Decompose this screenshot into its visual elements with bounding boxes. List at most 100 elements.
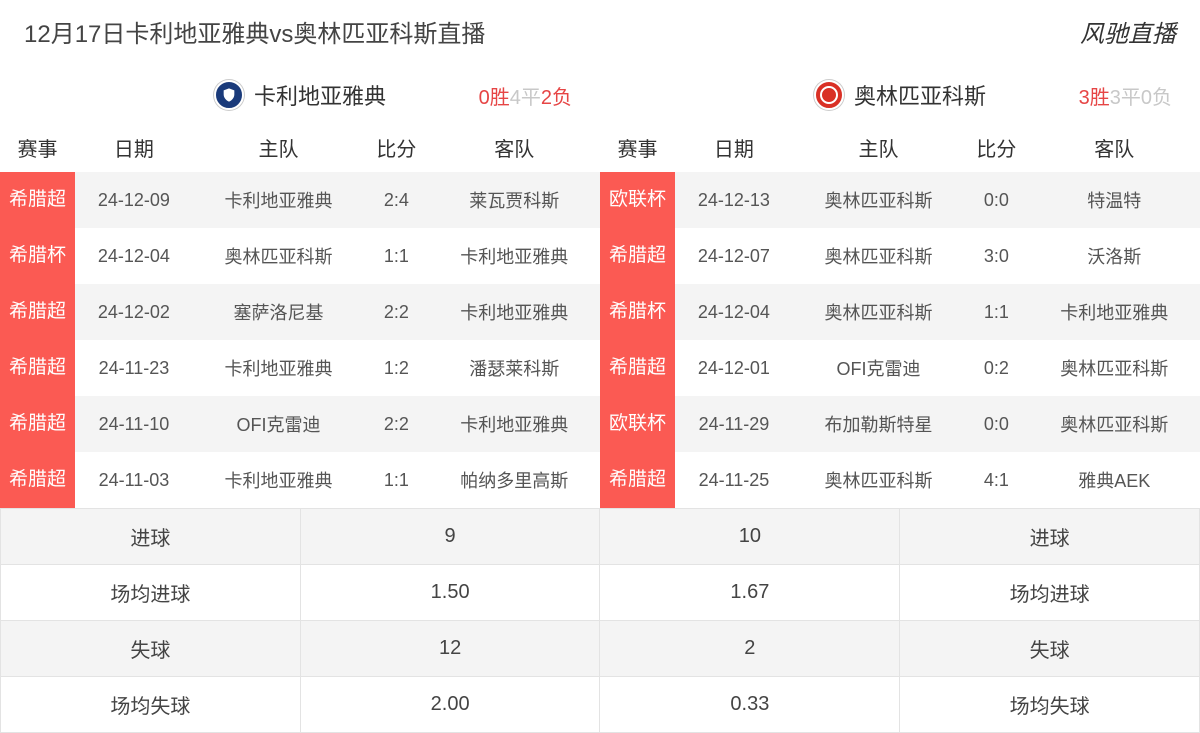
table-row: 希腊超24-12-07奥林匹亚科斯3:0沃洛斯: [600, 228, 1200, 284]
table-row: 希腊超24-11-23卡利地亚雅典1:2潘瑟莱科斯: [0, 340, 600, 396]
right-team-header: 奥林匹亚科斯 3胜 3平 0负: [600, 63, 1200, 123]
cell-away: 沃洛斯: [1029, 228, 1200, 284]
right-conceded-value: 2: [600, 621, 900, 677]
stats-row-avg-goals: 场均进球 1.50 1.67 场均进球: [1, 565, 1200, 621]
cell-away: 特温特: [1029, 172, 1200, 228]
cell-date: 24-12-04: [75, 228, 193, 284]
page-title: 12月17日卡利地亚雅典vs奥林匹亚科斯直播: [24, 14, 485, 49]
right-goals-label: 进球: [900, 509, 1200, 565]
cell-score: 0:2: [964, 340, 1028, 396]
comp-tag: 希腊超: [0, 284, 75, 340]
cell-away: 卡利地亚雅典: [429, 396, 600, 452]
cell-comp: 希腊超: [600, 452, 675, 508]
left-team-badge-icon: [214, 80, 244, 110]
cell-score: 0:0: [964, 396, 1028, 452]
cell-away: 卡利地亚雅典: [429, 284, 600, 340]
cell-date: 24-12-07: [675, 228, 793, 284]
left-avg-conceded-label: 场均失球: [1, 677, 301, 733]
right-panel: 奥林匹亚科斯 3胜 3平 0负 赛事 日期 主队 比分 客队 欧联杯24-12-…: [600, 63, 1200, 508]
table-row: 希腊超24-12-02塞萨洛尼基2:2卡利地亚雅典: [0, 284, 600, 340]
comp-tag: 希腊杯: [600, 284, 675, 340]
cell-date: 24-11-29: [675, 396, 793, 452]
comp-tag: 希腊杯: [0, 228, 75, 284]
cell-score: 2:2: [364, 284, 428, 340]
left-goals-value: 9: [300, 509, 600, 565]
comp-tag: 希腊超: [600, 452, 675, 508]
cell-home: 奥林匹亚科斯: [793, 284, 964, 340]
cell-away: 奥林匹亚科斯: [1029, 396, 1200, 452]
cell-comp: 希腊超: [0, 396, 75, 452]
cell-home: 卡利地亚雅典: [193, 452, 364, 508]
left-record: 0胜 4平 2负: [479, 81, 572, 110]
right-team-badge-icon: [814, 80, 844, 110]
right-goals-value: 10: [600, 509, 900, 565]
cell-comp: 希腊超: [0, 284, 75, 340]
cell-date: 24-11-10: [75, 396, 193, 452]
cell-date: 24-12-09: [75, 172, 193, 228]
left-panel: 卡利地亚雅典 0胜 4平 2负 赛事 日期 主队 比分 客队 希腊超24-12-…: [0, 63, 600, 508]
cell-date: 24-11-23: [75, 340, 193, 396]
col-away: 客队: [1029, 123, 1200, 172]
cell-home: 塞萨洛尼基: [193, 284, 364, 340]
comp-tag: 希腊超: [600, 228, 675, 284]
stats-row-goals: 进球 9 10 进球: [1, 509, 1200, 565]
cell-comp: 希腊超: [0, 452, 75, 508]
cell-home: 卡利地亚雅典: [193, 340, 364, 396]
stats-row-conceded: 失球 12 2 失球: [1, 621, 1200, 677]
comp-tag: 希腊超: [0, 396, 75, 452]
cell-comp: 希腊超: [600, 340, 675, 396]
col-date: 日期: [675, 123, 793, 172]
cell-home: 奥林匹亚科斯: [793, 452, 964, 508]
cell-home: 布加勒斯特星: [793, 396, 964, 452]
col-comp: 赛事: [600, 123, 675, 172]
left-avg-goals-value: 1.50: [300, 565, 600, 621]
stats-table: 进球 9 10 进球 场均进球 1.50 1.67 场均进球 失球 12 2 失…: [0, 508, 1200, 733]
comp-tag: 希腊超: [0, 340, 75, 396]
cell-comp: 欧联杯: [600, 396, 675, 452]
cell-comp: 希腊超: [600, 228, 675, 284]
right-avg-goals-label: 场均进球: [900, 565, 1200, 621]
left-team-header: 卡利地亚雅典 0胜 4平 2负: [0, 63, 600, 123]
cell-date: 24-11-03: [75, 452, 193, 508]
comp-tag: 希腊超: [0, 452, 75, 508]
cell-away: 雅典AEK: [1029, 452, 1200, 508]
cell-home: 奥林匹亚科斯: [793, 172, 964, 228]
comp-tag: 欧联杯: [600, 172, 675, 228]
right-win: 3胜: [1079, 81, 1110, 110]
right-team-name: 奥林匹亚科斯: [854, 79, 986, 111]
left-win: 0胜: [479, 81, 510, 110]
cell-home: OFI克雷迪: [193, 396, 364, 452]
left-match-table: 赛事 日期 主队 比分 客队 希腊超24-12-09卡利地亚雅典2:4莱瓦贾科斯…: [0, 123, 600, 508]
cell-comp: 希腊杯: [0, 228, 75, 284]
cell-date: 24-11-25: [675, 452, 793, 508]
left-loss: 2负: [541, 81, 572, 110]
stats-row-avg-conceded: 场均失球 2.00 0.33 场均失球: [1, 677, 1200, 733]
left-table-header-row: 赛事 日期 主队 比分 客队: [0, 123, 600, 172]
left-draw: 4平: [510, 81, 541, 110]
table-row: 希腊杯24-12-04奥林匹亚科斯1:1卡利地亚雅典: [600, 284, 1200, 340]
left-goals-label: 进球: [1, 509, 301, 565]
cell-comp: 欧联杯: [600, 172, 675, 228]
col-score: 比分: [964, 123, 1028, 172]
left-conceded-value: 12: [300, 621, 600, 677]
left-conceded-label: 失球: [1, 621, 301, 677]
table-row: 希腊杯24-12-04奥林匹亚科斯1:1卡利地亚雅典: [0, 228, 600, 284]
col-score: 比分: [364, 123, 428, 172]
right-loss: 0负: [1141, 81, 1172, 110]
col-away: 客队: [429, 123, 600, 172]
match-panels: 卡利地亚雅典 0胜 4平 2负 赛事 日期 主队 比分 客队 希腊超24-12-…: [0, 63, 1200, 508]
comp-tag: 欧联杯: [600, 396, 675, 452]
cell-date: 24-12-13: [675, 172, 793, 228]
cell-score: 1:1: [964, 284, 1028, 340]
right-avg-conceded-value: 0.33: [600, 677, 900, 733]
cell-score: 4:1: [964, 452, 1028, 508]
cell-home: 奥林匹亚科斯: [793, 228, 964, 284]
cell-date: 24-12-04: [675, 284, 793, 340]
right-avg-conceded-label: 场均失球: [900, 677, 1200, 733]
cell-score: 2:4: [364, 172, 428, 228]
table-row: 欧联杯24-11-29布加勒斯特星0:0奥林匹亚科斯: [600, 396, 1200, 452]
page-header: 12月17日卡利地亚雅典vs奥林匹亚科斯直播 风驰直播: [0, 0, 1200, 63]
cell-away: 卡利地亚雅典: [429, 228, 600, 284]
table-row: 欧联杯24-12-13奥林匹亚科斯0:0特温特: [600, 172, 1200, 228]
right-conceded-label: 失球: [900, 621, 1200, 677]
